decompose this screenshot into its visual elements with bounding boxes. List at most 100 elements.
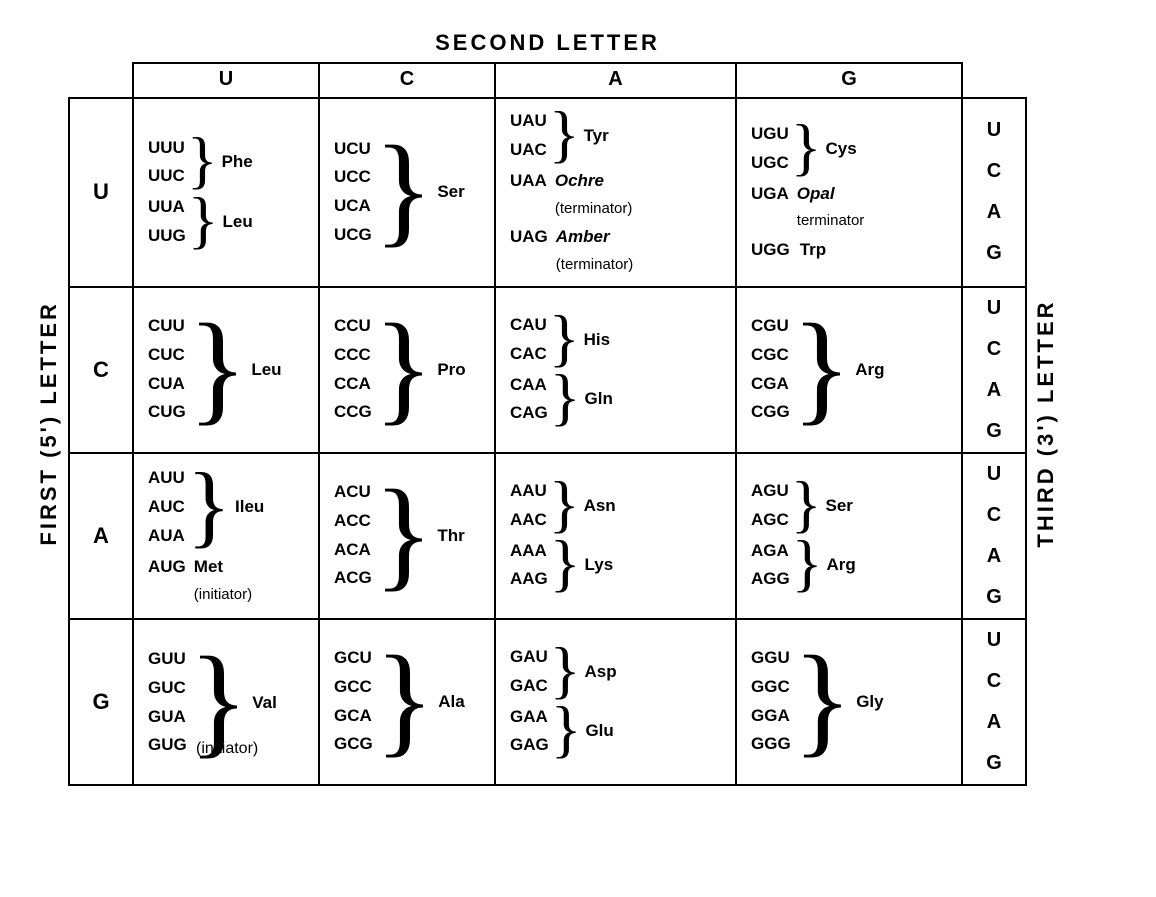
codon: GUG <box>148 731 187 760</box>
codon: ACU <box>334 478 372 507</box>
spacer-tl <box>69 63 133 98</box>
third-letters-C: UCAG <box>962 287 1026 453</box>
codon: AUC <box>148 493 185 522</box>
codon-group: UUUUUC}Phe <box>148 134 308 192</box>
codon-group: GAAGAG}Glu <box>510 703 725 761</box>
codon: ACA <box>334 536 372 565</box>
amino-label: Arg <box>826 555 855 575</box>
codon: UCA <box>334 192 372 221</box>
codon: CUU <box>148 312 186 341</box>
codon-line: UAAOchre(terminator) <box>510 167 725 221</box>
codon: GUU <box>148 645 187 674</box>
codon-group: AAAAAG}Lys <box>510 537 725 595</box>
amino-label: Leu <box>251 360 281 380</box>
amino-label: Glu <box>585 721 613 741</box>
codon: UGG <box>751 236 790 265</box>
col-header-U: U <box>133 63 319 98</box>
codon: GCA <box>334 702 373 731</box>
codon: GAC <box>510 672 548 701</box>
codon: CUA <box>148 370 186 399</box>
third-letter: G <box>964 420 1024 443</box>
third-letter: U <box>964 463 1024 486</box>
codon: GCC <box>334 673 373 702</box>
amino-label: Trp <box>800 236 826 265</box>
cell-CU: CUUCUCCUACUG}Leu <box>133 287 319 453</box>
codon: AUA <box>148 522 185 551</box>
codon: CAC <box>510 340 547 369</box>
codon: UUG <box>148 222 186 251</box>
third-letters-G: UCAG <box>962 619 1026 785</box>
codon-group: GCUGCCGCAGCG}Ala <box>334 644 484 760</box>
codon-group: AUUAUCAUA}Ileu <box>148 464 308 551</box>
amino-label: Asn <box>584 496 616 516</box>
codon: AGA <box>751 537 790 566</box>
codon-group: AGUAGC}Ser <box>751 477 951 535</box>
codon-group: GGUGGCGGAGGG}Gly <box>751 644 951 760</box>
left-title: FIRST (5') LETTER <box>30 62 68 786</box>
codon: AAU <box>510 477 547 506</box>
amino-label: Ileu <box>235 497 264 517</box>
codon-line: UGG Trp <box>751 236 951 265</box>
codon-group: GAUGAC}Asp <box>510 643 725 701</box>
codon: AGC <box>751 506 789 535</box>
col-header-G: G <box>736 63 962 98</box>
codon: UGA <box>751 180 789 209</box>
amino-label: Lys <box>585 555 614 575</box>
codon-group: CUUCUCCUACUG}Leu <box>148 312 308 428</box>
third-letter: C <box>964 504 1024 527</box>
codon-group: ACUACCACAACG}Thr <box>334 478 484 594</box>
spacer-tr <box>962 63 1026 98</box>
cell-GC: GCUGCCGCAGCG}Ala <box>319 619 495 785</box>
codon-note: Met(initiator) <box>194 553 252 607</box>
cell-CG: CGUCGCCGACGG}Arg <box>736 287 962 453</box>
row-header-C: C <box>69 287 133 453</box>
codon: UAG <box>510 223 548 252</box>
codon-table-wrap: SECOND LETTER FIRST (5') LETTER U C A G … <box>30 30 1065 786</box>
third-letter: U <box>964 119 1024 142</box>
codon: UUC <box>148 162 185 191</box>
codon: GUC <box>148 674 187 703</box>
codon: GAU <box>510 643 548 672</box>
third-letter: A <box>964 711 1024 734</box>
cell-CC: CCUCCCCCACCG}Pro <box>319 287 495 453</box>
codon: GGC <box>751 673 791 702</box>
codon: GCG <box>334 730 373 759</box>
codon: UCC <box>334 163 372 192</box>
amino-label: Leu <box>223 212 253 232</box>
codon: CGA <box>751 370 790 399</box>
third-letter: U <box>964 629 1024 652</box>
col-header-C: C <box>319 63 495 98</box>
third-letters-A: UCAG <box>962 453 1026 619</box>
cell-GA: GAUGAC}AspGAAGAG}Glu <box>495 619 736 785</box>
codon-group: CGUCGCCGACGG}Arg <box>751 312 951 428</box>
codon-note: Ochre(terminator) <box>555 167 633 221</box>
cell-AC: ACUACCACAACG}Thr <box>319 453 495 619</box>
codon: AAA <box>510 537 548 566</box>
codon: UAC <box>510 136 547 165</box>
amino-label: Thr <box>437 526 464 546</box>
codon: CCU <box>334 312 372 341</box>
third-letter: C <box>964 338 1024 361</box>
cell-AG: AGUAGC}SerAGAAGG}Arg <box>736 453 962 619</box>
header-row: U C A G <box>69 63 1026 98</box>
amino-label: Ser <box>437 182 464 202</box>
codon-group: UCUUCCUCAUCG}Ser <box>334 135 484 251</box>
codon-group: CAACAG}Gln <box>510 371 725 429</box>
third-letter: G <box>964 586 1024 609</box>
codon: UCG <box>334 221 372 250</box>
codon: CUC <box>148 341 186 370</box>
codon: AGU <box>751 477 789 506</box>
amino-label: Gln <box>585 389 613 409</box>
cell-GG: GGUGGCGGAGGG}Gly <box>736 619 962 785</box>
top-title: SECOND LETTER <box>30 30 1065 56</box>
codon: UUA <box>148 193 186 222</box>
amino-label: Pro <box>437 360 465 380</box>
codon-note: Amber(terminator) <box>556 223 634 277</box>
cell-UG: UGUUGC}CysUGAOpalterminatorUGGTrp <box>736 98 962 287</box>
codon: AAC <box>510 506 547 535</box>
codon-group: UAUUAC}Tyr <box>510 107 725 165</box>
third-letters-U: UCAG <box>962 98 1026 287</box>
codon-table: U C A G UUUUUUC}PheUUAUUG}LeuUCUUCCUCAUC… <box>68 62 1027 786</box>
codon-group: UGUUGC}Cys <box>751 120 951 178</box>
cell-AA: AAUAAC}AsnAAAAAG}Lys <box>495 453 736 619</box>
